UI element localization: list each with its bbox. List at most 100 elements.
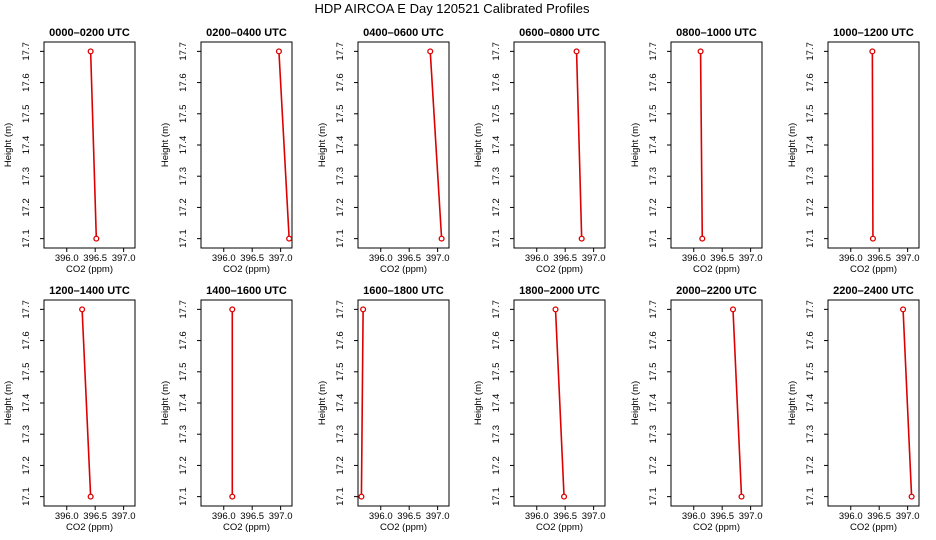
y-tick-label: 17.1 <box>805 229 816 248</box>
data-point <box>427 48 434 55</box>
y-tick-label: 17.2 <box>178 198 189 217</box>
x-axis-label: CO2 (ppm) <box>850 264 897 275</box>
x-axis-label: CO2 (ppm) <box>536 264 583 275</box>
panel-title: 1400–1600 UTC <box>206 285 287 297</box>
y-tick-label: 17.7 <box>648 300 659 319</box>
y-tick-label: 17.5 <box>178 363 189 382</box>
data-point <box>869 48 876 55</box>
x-tick-label: 397.0 <box>739 511 763 522</box>
plot-frame <box>357 299 450 507</box>
panel-title: 2200–2400 UTC <box>833 285 914 297</box>
panel-title: 1600–1800 UTC <box>363 285 444 297</box>
y-tick-label: 17.1 <box>21 487 32 506</box>
y-tick-label: 17.2 <box>491 456 502 475</box>
y-tick-label: 17.5 <box>178 105 189 124</box>
x-axis-label: CO2 (ppm) <box>693 264 740 275</box>
x-tick-label: 397.0 <box>582 511 606 522</box>
profile-line <box>429 51 443 239</box>
x-tick-label: 396.0 <box>55 253 79 264</box>
profile-line <box>902 309 913 497</box>
x-tick-label: 396.0 <box>839 253 863 264</box>
y-tick-label: 17.6 <box>21 73 32 92</box>
data-point <box>93 235 100 242</box>
y-tick-label: 17.6 <box>805 73 816 92</box>
y-tick-label: 17.3 <box>178 425 189 444</box>
x-tick-label: 396.5 <box>397 253 421 264</box>
panel-title: 1200–1400 UTC <box>49 285 130 297</box>
y-tick-label: 17.2 <box>21 456 32 475</box>
data-point <box>87 48 94 55</box>
x-tick-label: 396.5 <box>83 511 107 522</box>
y-tick-label: 17.1 <box>335 487 346 506</box>
x-axis-label: CO2 (ppm) <box>66 264 113 275</box>
y-tick-label: 17.2 <box>805 198 816 217</box>
y-tick-label: 17.5 <box>648 363 659 382</box>
y-tick-label: 17.6 <box>178 73 189 92</box>
y-tick-label: 17.6 <box>491 73 502 92</box>
y-tick-label: 17.1 <box>491 487 502 506</box>
panel-title: 2000–2200 UTC <box>676 285 757 297</box>
y-tick-label: 17.7 <box>335 42 346 61</box>
panel-12: 2200–2400 UTC 396.0 396.5 397.0 17.1 17.2 17.3… <box>787 285 920 533</box>
panel-title: 0800–1000 UTC <box>676 27 757 39</box>
data-point <box>869 235 876 242</box>
data-point <box>286 235 293 242</box>
x-axis-label: CO2 (ppm) <box>693 522 740 533</box>
profile-line <box>554 309 565 497</box>
y-tick-label: 17.5 <box>335 105 346 124</box>
y-tick-label: 17.6 <box>21 331 32 350</box>
y-axis-label: Height (m) <box>473 123 484 167</box>
y-tick-label: 17.7 <box>178 42 189 61</box>
panel-10: 1800–2000 UTC 396.0 396.5 397.0 17.1 17.2 17.3… <box>473 285 606 533</box>
plot-frame <box>670 41 763 249</box>
plot-frame <box>200 299 293 507</box>
data-point <box>87 493 94 500</box>
y-tick-label: 17.1 <box>648 487 659 506</box>
x-tick-label: 397.0 <box>269 253 293 264</box>
y-tick-label: 17.7 <box>805 42 816 61</box>
y-tick-label: 17.1 <box>178 487 189 506</box>
y-axis-label: Height (m) <box>317 123 328 167</box>
y-tick-label: 17.6 <box>648 73 659 92</box>
y-tick-label: 17.4 <box>805 394 816 413</box>
data-point <box>438 235 445 242</box>
profile-line <box>81 309 92 497</box>
panel-11: 2000–2200 UTC 396.0 396.5 397.0 17.1 17.2 17.3… <box>630 285 763 533</box>
y-tick-label: 17.7 <box>21 42 32 61</box>
y-tick-label: 17.4 <box>491 136 502 155</box>
plot-frame <box>43 41 136 249</box>
x-tick-label: 396.5 <box>397 511 421 522</box>
y-tick-label: 17.6 <box>648 331 659 350</box>
data-point <box>900 306 907 313</box>
y-tick-label: 17.7 <box>21 300 32 319</box>
y-axis-label: Height (m) <box>787 123 798 167</box>
y-tick-label: 17.6 <box>178 331 189 350</box>
y-tick-label: 17.3 <box>21 425 32 444</box>
y-tick-label: 17.2 <box>491 198 502 217</box>
x-tick-label: 396.5 <box>710 511 734 522</box>
y-tick-label: 17.2 <box>21 198 32 217</box>
y-tick-label: 17.1 <box>648 229 659 248</box>
y-axis-label: Height (m) <box>160 381 171 425</box>
figure-title: HDP AIRCOA E Day 120521 Calibrated Profi… <box>314 1 590 16</box>
x-tick-label: 397.0 <box>112 253 136 264</box>
profile-line <box>699 51 704 239</box>
x-tick-label: 397.0 <box>426 253 450 264</box>
y-tick-label: 17.3 <box>21 167 32 186</box>
y-tick-label: 17.1 <box>805 487 816 506</box>
y-tick-label: 17.1 <box>21 229 32 248</box>
profile-line <box>278 51 290 239</box>
x-tick-label: 397.0 <box>896 253 920 264</box>
plot-frame <box>670 299 763 507</box>
y-tick-label: 17.3 <box>491 425 502 444</box>
x-tick-label: 397.0 <box>426 511 450 522</box>
y-tick-label: 17.4 <box>178 136 189 155</box>
y-tick-label: 17.6 <box>335 331 346 350</box>
x-axis-label: CO2 (ppm) <box>223 522 270 533</box>
data-point <box>358 493 365 500</box>
panel-title: 0400–0600 UTC <box>363 27 444 39</box>
y-tick-label: 17.5 <box>648 105 659 124</box>
y-tick-label: 17.7 <box>491 300 502 319</box>
y-tick-label: 17.7 <box>805 300 816 319</box>
